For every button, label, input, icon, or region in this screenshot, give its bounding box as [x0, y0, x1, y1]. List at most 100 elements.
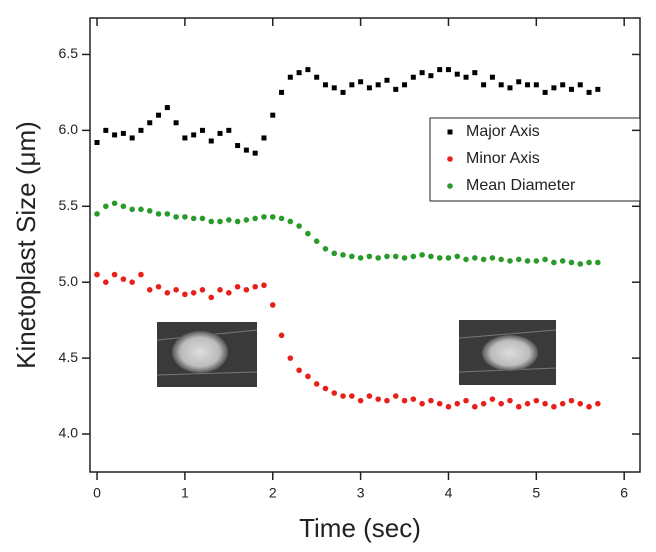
point — [243, 286, 250, 293]
point — [94, 140, 100, 146]
point — [156, 112, 162, 118]
point — [331, 85, 337, 91]
point — [261, 282, 267, 289]
y-tick-label: 4.0 — [59, 425, 79, 441]
point — [375, 396, 381, 402]
point — [322, 82, 328, 88]
point — [313, 381, 320, 387]
point — [375, 82, 381, 88]
point — [103, 279, 109, 286]
point — [103, 127, 109, 133]
point — [524, 400, 531, 407]
point — [111, 200, 118, 207]
point — [173, 286, 179, 293]
point — [226, 127, 232, 133]
x-tick-label: 4 — [445, 485, 453, 501]
point — [155, 211, 162, 217]
point — [525, 82, 531, 88]
point — [472, 403, 478, 410]
point — [120, 203, 127, 210]
point — [463, 256, 469, 263]
point — [217, 218, 223, 225]
point — [138, 271, 144, 278]
point — [129, 135, 135, 141]
point — [138, 127, 144, 133]
x-tick-label: 1 — [181, 485, 189, 501]
point — [498, 400, 504, 407]
point — [164, 105, 170, 111]
point — [401, 397, 408, 404]
point — [507, 85, 513, 91]
point — [551, 259, 557, 266]
inset-image-right — [458, 320, 557, 385]
point — [314, 74, 320, 80]
point — [147, 120, 153, 126]
point — [542, 400, 548, 407]
point — [419, 400, 425, 407]
legend-marker — [447, 129, 453, 135]
point — [489, 255, 496, 261]
point — [111, 271, 118, 278]
point — [226, 217, 232, 223]
x-tick-label: 0 — [93, 485, 101, 501]
point — [516, 79, 522, 85]
point — [287, 218, 294, 225]
x-tick-label: 2 — [269, 485, 277, 501]
point — [217, 286, 223, 293]
point — [480, 256, 487, 263]
point — [559, 400, 566, 407]
point — [287, 74, 293, 80]
point — [261, 214, 267, 220]
point — [252, 283, 258, 290]
point — [243, 217, 250, 223]
point — [568, 397, 575, 404]
point — [533, 258, 540, 264]
point — [331, 250, 338, 257]
point — [103, 203, 109, 210]
point — [595, 86, 601, 92]
point — [173, 214, 179, 220]
legend-box — [429, 117, 641, 202]
point — [349, 253, 355, 260]
point — [322, 385, 329, 392]
point — [586, 259, 592, 266]
point — [472, 255, 478, 261]
point — [279, 89, 285, 95]
point — [498, 256, 504, 263]
point — [235, 143, 241, 149]
point — [577, 400, 584, 407]
point — [296, 367, 302, 374]
point — [199, 215, 206, 222]
point — [472, 70, 478, 76]
point — [155, 283, 162, 290]
point — [568, 86, 574, 92]
point — [595, 400, 601, 407]
point — [112, 132, 118, 138]
point — [489, 396, 496, 402]
point — [173, 120, 179, 126]
point — [577, 261, 584, 267]
point — [410, 253, 417, 260]
y-tick-label: 6.5 — [59, 45, 79, 61]
point — [191, 132, 197, 138]
point — [436, 400, 443, 407]
point — [164, 211, 171, 217]
point — [481, 82, 487, 88]
point — [401, 255, 408, 261]
y-tick-label: 4.5 — [59, 349, 79, 365]
point — [269, 214, 276, 220]
point — [515, 403, 522, 410]
point — [208, 138, 214, 144]
point — [559, 258, 566, 264]
point — [366, 393, 373, 399]
point — [305, 373, 311, 380]
point — [551, 403, 557, 410]
point — [436, 255, 443, 261]
point — [551, 85, 557, 91]
legend-label: Major Axis — [466, 123, 540, 140]
point — [489, 74, 495, 80]
point — [120, 130, 126, 136]
point — [498, 82, 504, 88]
point — [199, 127, 205, 133]
